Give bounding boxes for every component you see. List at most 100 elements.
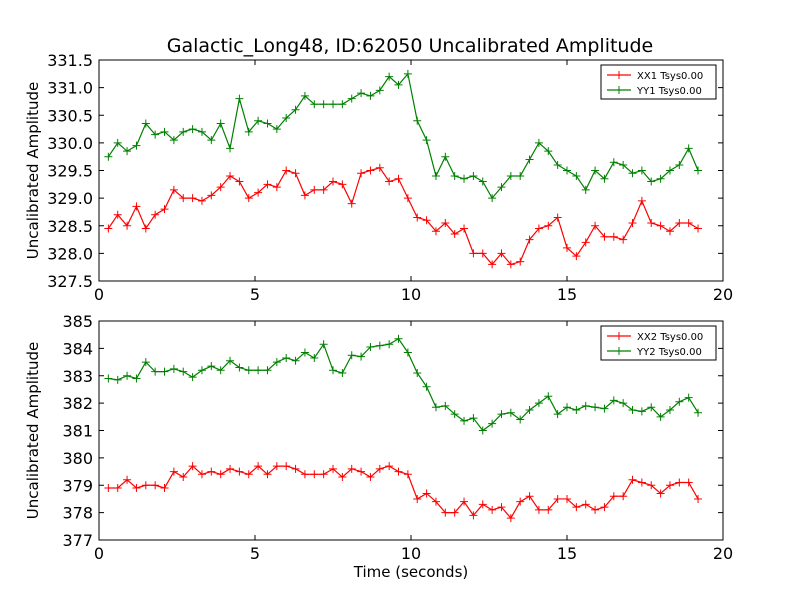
data-point — [216, 119, 225, 128]
data-point — [113, 483, 122, 492]
data-point — [132, 202, 141, 211]
y-tick-label: 379 — [62, 476, 93, 495]
y-tick-label: 330.0 — [47, 134, 93, 153]
y-tick-label: 331.5 — [47, 51, 93, 70]
data-point — [197, 470, 206, 479]
data-point — [104, 483, 113, 492]
data-point — [385, 340, 394, 349]
y-tick-label: 385 — [62, 312, 93, 331]
data-point — [694, 224, 703, 233]
data-point — [113, 375, 122, 384]
data-point — [675, 160, 684, 169]
data-point — [525, 405, 534, 414]
data-point — [226, 464, 235, 473]
data-point — [244, 194, 253, 203]
data-point — [385, 72, 394, 81]
data-point — [272, 358, 281, 367]
data-point — [329, 100, 337, 109]
y-tick-label: 327.5 — [47, 272, 93, 291]
data-point — [469, 414, 478, 423]
data-point — [628, 405, 637, 414]
data-point — [188, 194, 197, 203]
data-point — [619, 399, 628, 408]
data-point — [263, 119, 272, 128]
x-tick-label: 5 — [250, 544, 260, 563]
data-point — [394, 334, 403, 343]
data-point — [619, 160, 628, 169]
data-point — [403, 69, 412, 78]
data-point — [197, 366, 206, 375]
y-tick-label: 377 — [62, 531, 93, 550]
data-point — [282, 166, 291, 175]
data-point — [207, 191, 216, 200]
data-point — [226, 356, 235, 365]
data-point — [300, 470, 309, 479]
series-2 — [104, 334, 703, 435]
data-point — [310, 470, 319, 479]
data-point — [179, 127, 188, 136]
data-point — [113, 210, 122, 219]
data-point — [338, 100, 347, 109]
data-point — [422, 216, 431, 225]
data-point — [544, 392, 553, 401]
data-point — [488, 260, 497, 269]
data-point — [460, 416, 469, 425]
bottom-panel: 0 5 10 15 20 377 378 379 380 381 382 383 384 385 Uncal… — [24, 312, 733, 581]
legend-box — [600, 325, 717, 361]
data-point — [394, 467, 403, 476]
data-point — [581, 238, 590, 247]
data-point — [431, 403, 440, 412]
legend-entry: YY2 Tsys0.00 — [607, 347, 702, 358]
data-point — [291, 105, 300, 114]
data-point — [375, 341, 384, 350]
data-point — [132, 141, 141, 150]
data-point — [525, 492, 534, 501]
data-point — [310, 185, 319, 194]
data-point — [188, 373, 197, 382]
data-point — [347, 94, 356, 103]
data-point — [403, 194, 412, 203]
data-point — [553, 160, 562, 169]
y-tick-label: 329.5 — [47, 162, 93, 181]
data-point — [216, 366, 225, 375]
data-point — [216, 183, 225, 192]
data-point — [460, 497, 469, 506]
y-axis-label: Uncalibrated Amplitude — [24, 342, 42, 519]
data-point — [478, 426, 487, 435]
data-point — [141, 481, 150, 490]
data-point — [694, 166, 703, 175]
data-point — [319, 340, 328, 349]
data-point — [441, 401, 450, 410]
data-point — [591, 221, 600, 230]
data-point — [235, 177, 244, 186]
data-point — [694, 408, 703, 417]
data-point — [469, 249, 478, 258]
data-point — [329, 366, 337, 375]
data-point — [609, 158, 618, 167]
data-point — [637, 478, 646, 487]
top-panel: 0 5 10 15 20 327.5 328.0 328.5 329.0 329.5 330.0 33… — [24, 51, 733, 304]
data-point — [572, 172, 581, 181]
data-point — [441, 508, 450, 517]
legend-marker — [615, 332, 623, 340]
data-point — [684, 218, 693, 227]
data-point — [563, 494, 571, 503]
legend-entry: YY1 Tsys0.00 — [607, 86, 702, 97]
data-point — [600, 232, 609, 241]
data-point — [104, 224, 113, 233]
data-point — [656, 221, 665, 230]
data-point — [329, 177, 337, 186]
data-point — [675, 218, 684, 227]
data-point — [450, 230, 459, 239]
data-point — [665, 166, 674, 175]
data-point — [226, 144, 235, 153]
data-point — [431, 172, 440, 181]
y-tick-label: 328.5 — [47, 217, 93, 236]
x-tick-label: 0 — [94, 285, 104, 304]
data-point — [329, 464, 337, 473]
data-point — [310, 353, 319, 362]
data-point — [385, 462, 394, 471]
data-point — [450, 172, 459, 181]
y-tick-label: 380 — [62, 449, 93, 468]
data-point — [207, 136, 216, 145]
